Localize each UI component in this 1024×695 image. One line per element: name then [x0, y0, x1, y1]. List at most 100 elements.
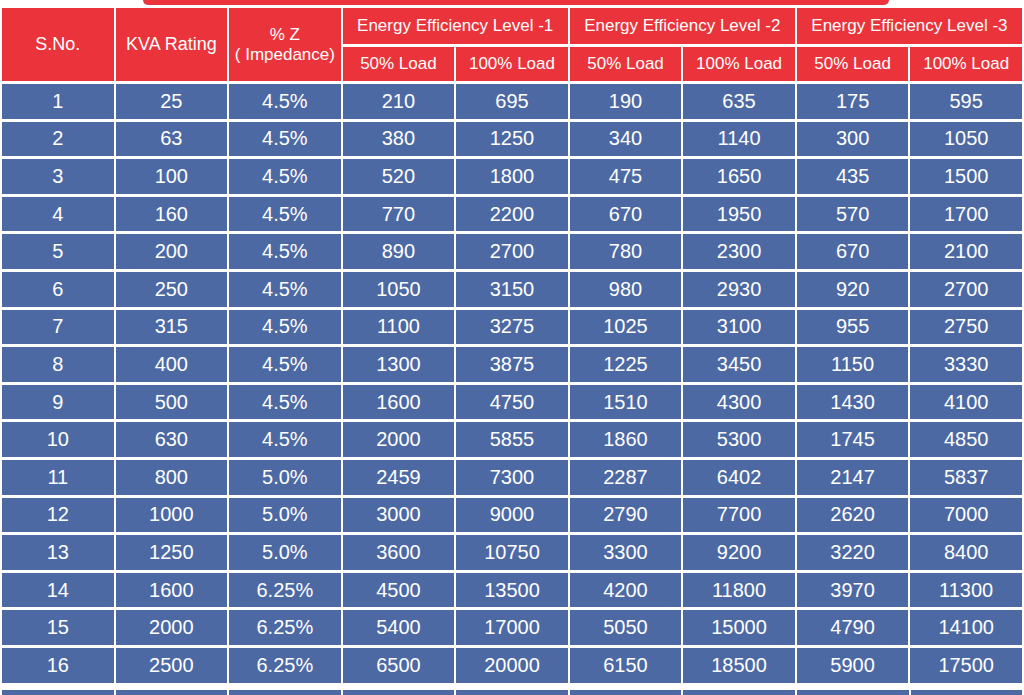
- table-cell: 780: [570, 234, 682, 269]
- table-row: 106304.5%200058551860530017454850: [2, 422, 1022, 457]
- impedance-label-line2: ( Impedance): [235, 45, 335, 64]
- table-cell: 4200: [570, 573, 682, 608]
- partial-cell: [456, 690, 568, 695]
- table-cell: 5837: [910, 460, 1022, 495]
- table-cell: 4.5%: [229, 122, 341, 157]
- table-cell: 2300: [683, 234, 795, 269]
- col-header-kva-rating: KVA Rating: [116, 8, 228, 81]
- table-cell: 1600: [116, 573, 228, 608]
- table-cell: 1250: [456, 122, 568, 157]
- table-cell: 2930: [683, 272, 795, 307]
- table-cell: 7300: [456, 460, 568, 495]
- col-group-efficiency-level-2: Energy Efficiency Level -2: [570, 8, 795, 44]
- table-cell: 20000: [456, 648, 568, 683]
- table-cell: 18500: [683, 648, 795, 683]
- table-cell: 2000: [343, 422, 455, 457]
- table-cell: 1140: [683, 122, 795, 157]
- next-row-partial: [0, 690, 1024, 695]
- table-header: S.No. KVA Rating % Z ( Impedance) Energy…: [2, 8, 1022, 81]
- table-cell: 11800: [683, 573, 795, 608]
- partial-cell: [343, 690, 455, 695]
- table-cell: 2750: [910, 310, 1022, 345]
- table-cell: 4.5%: [229, 159, 341, 194]
- table-cell: 6402: [683, 460, 795, 495]
- col-group-efficiency-level-3: Energy Efficiency Level -3: [797, 8, 1022, 44]
- table-row: 41604.5%770220067019505701700: [2, 197, 1022, 232]
- table-cell: 340: [570, 122, 682, 157]
- header-group-row: S.No. KVA Rating % Z ( Impedance) Energy…: [2, 8, 1022, 44]
- table-cell: 17500: [910, 648, 1022, 683]
- partial-cell: [570, 690, 682, 695]
- table-cell: 14: [2, 573, 114, 608]
- col-header-level3-100-load: 100% Load: [910, 47, 1022, 81]
- table-row: 95004.5%160047501510430014304100: [2, 385, 1022, 420]
- table-cell: 10: [2, 422, 114, 457]
- col-header-level1-100-load: 100% Load: [456, 47, 568, 81]
- table-cell: 920: [797, 272, 909, 307]
- table-cell: 15: [2, 610, 114, 645]
- table-row: 62504.5%1050315098029309202700: [2, 272, 1022, 307]
- table-cell: 4.5%: [229, 84, 341, 119]
- table-cell: 9200: [683, 535, 795, 570]
- table-cell: 2: [2, 122, 114, 157]
- table-cell: 4.5%: [229, 385, 341, 420]
- table-cell: 6.25%: [229, 648, 341, 683]
- table-cell: 63: [116, 122, 228, 157]
- table-cell: 8: [2, 347, 114, 382]
- table-cell: 1700: [910, 197, 1022, 232]
- table-cell: 25: [116, 84, 228, 119]
- table-cell: 380: [343, 122, 455, 157]
- partial-cell: [797, 690, 909, 695]
- table-cell: 6.25%: [229, 610, 341, 645]
- table-cell: 980: [570, 272, 682, 307]
- table-cell: 1050: [910, 122, 1022, 157]
- table-cell: 770: [343, 197, 455, 232]
- table-cell: 8400: [910, 535, 1022, 570]
- energy-efficiency-table: S.No. KVA Rating % Z ( Impedance) Energy…: [0, 5, 1024, 686]
- table-cell: 595: [910, 84, 1022, 119]
- table-cell: 14100: [910, 610, 1022, 645]
- table-cell: 15000: [683, 610, 795, 645]
- table-cell: 4500: [343, 573, 455, 608]
- table-cell: 1500: [910, 159, 1022, 194]
- partial-cell: [911, 690, 1023, 695]
- table-cell: 890: [343, 234, 455, 269]
- table-row: 1254.5%210695190635175595: [2, 84, 1022, 119]
- table-cell: 160: [116, 197, 228, 232]
- table-cell: 315: [116, 310, 228, 345]
- col-group-efficiency-level-1: Energy Efficiency Level -1: [343, 8, 568, 44]
- table-cell: 1745: [797, 422, 909, 457]
- table-cell: 1025: [570, 310, 682, 345]
- table-row: 118005.0%245973002287640221475837: [2, 460, 1022, 495]
- table-cell: 400: [116, 347, 228, 382]
- table-cell: 210: [343, 84, 455, 119]
- table-cell: 3300: [570, 535, 682, 570]
- table-cell: 2700: [456, 234, 568, 269]
- table-cell: 1600: [343, 385, 455, 420]
- table-cell: 7000: [910, 498, 1022, 533]
- table-row: 52004.5%890270078023006702100: [2, 234, 1022, 269]
- table-cell: 435: [797, 159, 909, 194]
- col-header-level1-50-load: 50% Load: [343, 47, 455, 81]
- partial-cell: [2, 690, 114, 695]
- table-cell: 300: [797, 122, 909, 157]
- table-cell: 17000: [456, 610, 568, 645]
- table-cell: 250: [116, 272, 228, 307]
- table-cell: 4.5%: [229, 197, 341, 232]
- table-cell: 2620: [797, 498, 909, 533]
- col-header-sno: S.No.: [2, 8, 114, 81]
- table-cell: 3150: [456, 272, 568, 307]
- table-cell: 1650: [683, 159, 795, 194]
- table-cell: 10750: [456, 535, 568, 570]
- table-cell: 2147: [797, 460, 909, 495]
- table-cell: 4.5%: [229, 347, 341, 382]
- table-cell: 2100: [910, 234, 1022, 269]
- table-cell: 2790: [570, 498, 682, 533]
- table-cell: 5400: [343, 610, 455, 645]
- table-row: 1520006.25%540017000505015000479014100: [2, 610, 1022, 645]
- table-cell: 13500: [456, 573, 568, 608]
- table-row: 31004.5%520180047516504351500: [2, 159, 1022, 194]
- table-cell: 6500: [343, 648, 455, 683]
- table-cell: 1000: [116, 498, 228, 533]
- table-cell: 4850: [910, 422, 1022, 457]
